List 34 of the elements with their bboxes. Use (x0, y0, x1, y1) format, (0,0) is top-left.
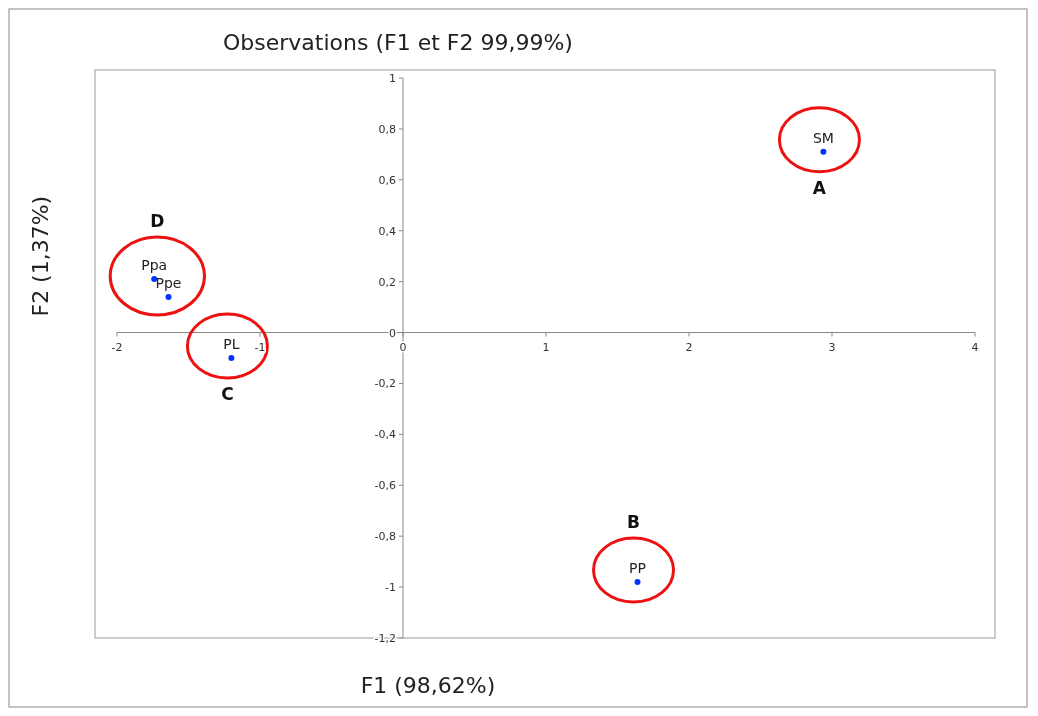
x-axis-title: F1 (98,62%) (360, 673, 496, 698)
annotation: SM (812, 129, 834, 146)
annotation: D (150, 211, 165, 232)
y-tick-label: -1,2 (374, 632, 396, 645)
y-tick-label: -0,2 (374, 377, 396, 391)
x-tick-label: 1 (542, 340, 550, 354)
annotation: PP (629, 560, 646, 576)
annotation: Ppe (155, 274, 182, 291)
annotation: C (221, 384, 234, 404)
annotation: A (812, 177, 827, 198)
point (820, 148, 827, 155)
x-tick-label: 3 (828, 340, 836, 354)
y-tick-label: -0,8 (374, 530, 396, 544)
y-tick-label: 1 (389, 72, 396, 85)
x-tick-label: 0 (399, 340, 407, 354)
x-tick-label: 2 (685, 340, 693, 354)
y-tick-label: -0,4 (374, 428, 396, 442)
y-tick-label: -0,6 (374, 479, 396, 493)
x-tick-label: 4 (971, 340, 979, 354)
x-tick-label: -2 (111, 340, 123, 354)
point (165, 293, 172, 300)
y-tick-label: 0,6 (378, 173, 396, 187)
annotation: PL (223, 336, 240, 352)
y-tick-label: -1 (385, 581, 396, 595)
annotation: B (627, 512, 640, 532)
chart-title: Observations (F1 et F2 99,99%) (223, 30, 573, 55)
x-tick-label: -1 (254, 340, 266, 354)
annotation: Ppa (141, 257, 168, 274)
point (228, 355, 235, 361)
y-tick-label: 0,2 (378, 275, 396, 289)
y-axis-title: F2 (1,37%) (28, 195, 53, 317)
point (634, 579, 641, 585)
y-tick-label: 0,4 (378, 224, 396, 238)
y-tick-label: 0,8 (378, 122, 396, 136)
